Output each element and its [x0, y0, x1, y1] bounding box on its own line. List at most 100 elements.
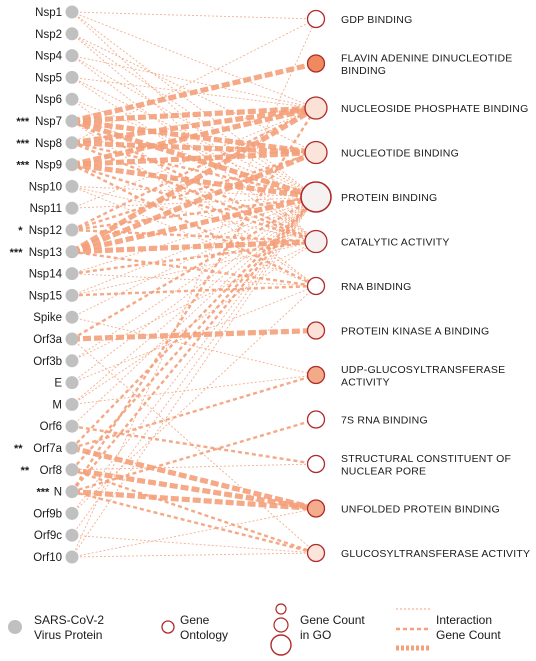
protein-node-nsp6[interactable]: [65, 92, 79, 106]
edge-nsp12-to-nucleoside-phosphate-binding: [71, 106, 317, 232]
protein-node-orf8[interactable]: [65, 463, 79, 477]
go-node-unfolded-protein-binding[interactable]: [306, 499, 326, 518]
edge-orf8-to-protein-binding: [71, 196, 317, 471]
protein-node-m[interactable]: [65, 397, 79, 411]
protein-node-nsp4[interactable]: [65, 49, 79, 63]
protein-nodes: Nsp1Nsp2Nsp4Nsp5Nsp6Nsp7***Nsp8***Nsp9**…: [10, 5, 79, 564]
edge-nsp14-to-protein-binding: [71, 196, 317, 275]
edge-nsp1-to-protein-binding: [71, 11, 317, 198]
edge-m-to-catalytic-activity: [71, 241, 317, 405]
go-label-glucosyltransferase-activity: GLUCOSYLTRANSFERASE ACTIVITY: [341, 548, 530, 560]
protein-node-n[interactable]: [65, 485, 79, 499]
legend-gene-count-medium: [273, 617, 289, 633]
edge-n-to-unfolded-protein-binding: [71, 489, 317, 512]
edge-nsp7-to-nucleoside-phosphate-binding: [71, 105, 317, 124]
edge-nsp12-to-nucleotide-binding: [71, 151, 317, 232]
protein-node-orf6[interactable]: [65, 419, 79, 433]
protein-node-nsp9[interactable]: [65, 158, 79, 172]
protein-label-nsp7: Nsp7: [35, 116, 62, 128]
go-node-glucosyltransferase-activity[interactable]: [306, 543, 326, 563]
protein-label-nsp15: Nsp15: [29, 290, 62, 302]
go-label-nucleoside-phosphate-binding: NUCLEOSIDE PHOSPHATE BINDING: [341, 103, 528, 115]
protein-label-spike: Spike: [33, 312, 62, 324]
protein-node-nsp12[interactable]: [65, 223, 79, 237]
edge-nsp13-to-rna-binding: [71, 250, 317, 288]
go-node-gdp-binding[interactable]: [306, 9, 326, 29]
protein-label-orf10: Orf10: [33, 552, 62, 564]
protein-node-nsp10[interactable]: [65, 179, 79, 193]
protein-label-nsp11: Nsp11: [30, 203, 62, 215]
edge-orf8-to-unfolded-protein-binding: [71, 467, 317, 512]
edge-nsp8-to-nucleotide-binding: [71, 140, 317, 156]
go-node-7s-rna-binding[interactable]: [306, 410, 326, 429]
protein-node-nsp15[interactable]: [65, 288, 79, 302]
legend-gene-count-small: [275, 603, 287, 615]
edge-nsp5-to-nucleoside-phosphate-binding: [71, 76, 317, 109]
go-node-udp-glucosyltransferase-activity[interactable]: [306, 365, 326, 385]
edge-orf8-to-glucosyltransferase-activity: [71, 468, 317, 555]
go-node-nucleoside-phosphate-binding[interactable]: [304, 96, 328, 120]
protein-node-orf9c[interactable]: [65, 528, 79, 542]
edge-n-to-protein-binding: [71, 196, 317, 493]
protein-node-nsp13[interactable]: [65, 245, 79, 259]
protein-label-nsp1: Nsp1: [35, 7, 62, 19]
protein-label-orf6: Orf6: [40, 421, 62, 433]
edge-nsp5-to-protein-binding: [71, 76, 317, 198]
edge-orf10-to-gdp-binding: [71, 18, 317, 558]
protein-label-nsp13: Nsp13: [29, 247, 62, 259]
edge-orf3a-to-protein-kinase-a-binding: [71, 327, 317, 342]
protein-label-e: E: [54, 378, 62, 390]
legend-gene-count-large: [270, 634, 292, 656]
protein-node-nsp8[interactable]: [65, 136, 79, 150]
go-node-nucleotide-binding[interactable]: [304, 140, 328, 165]
protein-label-orf9c: Orf9c: [34, 530, 62, 542]
significance-marker-nsp9: ***: [16, 160, 30, 172]
legend-interaction-line1: Interaction: [436, 613, 492, 627]
edge-e-to-protein-binding: [71, 196, 317, 383]
protein-node-orf10[interactable]: [65, 550, 79, 564]
significance-marker-orf8: **: [21, 465, 30, 477]
protein-node-nsp11[interactable]: [65, 201, 79, 215]
protein-node-e[interactable]: [65, 376, 79, 390]
go-label-structural-constituent-of-nuclear-pore-line2: NUCLEAR PORE: [341, 466, 426, 478]
go-label-unfolded-protein-binding: UNFOLDED PROTEIN BINDING: [341, 504, 500, 516]
go-node-catalytic-activity[interactable]: [304, 229, 328, 254]
interaction-edges: [70, 11, 318, 558]
protein-node-nsp14[interactable]: [65, 267, 79, 281]
edge-nsp13-to-nucleoside-phosphate-binding: [70, 105, 318, 255]
protein-node-spike[interactable]: [65, 310, 79, 324]
significance-marker-nsp12: *: [18, 225, 23, 237]
edge-orf9b-to-rna-binding: [71, 285, 317, 514]
go-node-flavin-adenine-dinucleotide-binding[interactable]: [306, 54, 326, 73]
go-node-protein-binding[interactable]: [300, 181, 332, 213]
protein-node-nsp1[interactable]: [65, 5, 79, 19]
edge-orf7a-to-protein-binding: [71, 196, 317, 449]
protein-node-orf3b[interactable]: [65, 354, 79, 368]
go-label-nucleotide-binding: NUCLEOTIDE BINDING: [341, 148, 459, 160]
edge-orf7a-to-udp-glucosyltransferase-activity: [71, 373, 317, 450]
edge-m-to-udp-glucosyltransferase-activity: [71, 374, 317, 405]
go-node-rna-binding[interactable]: [306, 276, 326, 296]
go-node-structural-constituent-of-nuclear-pore[interactable]: [306, 454, 326, 474]
protein-label-orf8: Orf8: [40, 465, 62, 477]
edge-orf3a-to-protein-binding: [71, 195, 317, 341]
significance-marker-nsp7: ***: [16, 116, 30, 128]
protein-label-nsp12: Nsp12: [29, 225, 62, 237]
edge-orf3b-to-catalytic-activity: [71, 241, 317, 362]
edge-nsp7-to-flavin-adenine-dinucleotide-binding: [71, 60, 317, 124]
legend-gene-count-line2: in GO: [300, 628, 331, 642]
protein-node-orf7a[interactable]: [65, 441, 79, 455]
go-label-rna-binding: RNA BINDING: [341, 281, 411, 293]
protein-node-nsp7[interactable]: [65, 114, 79, 128]
protein-node-orf9b[interactable]: [65, 506, 79, 520]
edge-nsp5-to-catalytic-activity: [71, 77, 317, 242]
protein-node-nsp5[interactable]: [65, 70, 79, 84]
edge-orf10-to-glucosyltransferase-activity: [71, 552, 317, 558]
edge-nsp9-to-protein-binding: [71, 162, 317, 200]
protein-node-orf3a[interactable]: [65, 332, 79, 346]
go-label-structural-constituent-of-nuclear-pore-line1: STRUCTURAL CONSTITUENT OF: [341, 453, 511, 465]
edge-nsp9-to-nucleoside-phosphate-binding: [71, 105, 317, 168]
protein-node-nsp2[interactable]: [65, 27, 79, 41]
go-node-protein-kinase-a-binding[interactable]: [306, 321, 326, 340]
protein-label-orf3a: Orf3a: [33, 334, 62, 346]
